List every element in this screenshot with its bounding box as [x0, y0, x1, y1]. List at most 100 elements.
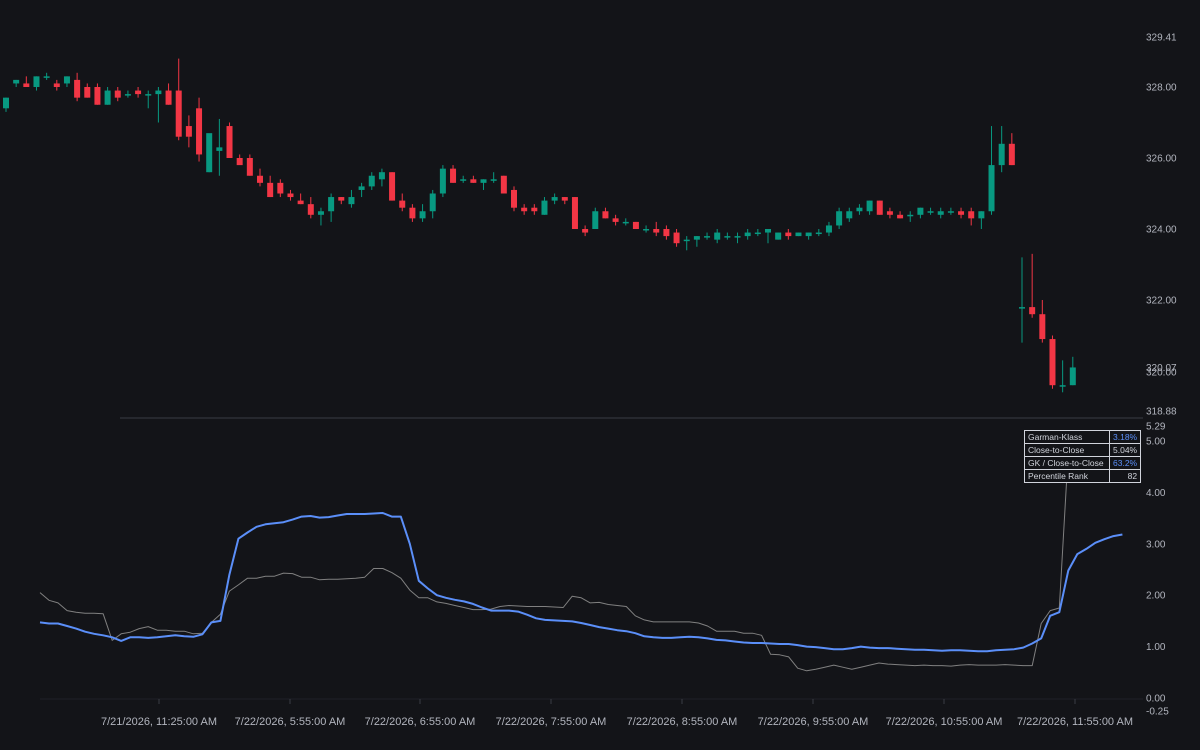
candle[interactable]	[490, 172, 497, 183]
candle[interactable]	[277, 179, 284, 198]
candle[interactable]	[795, 232, 802, 237]
candle[interactable]	[805, 232, 812, 240]
candle[interactable]	[3, 97, 9, 112]
candle[interactable]	[978, 211, 985, 229]
candle[interactable]	[683, 236, 690, 251]
candle[interactable]	[1059, 360, 1066, 393]
candle[interactable]	[866, 200, 873, 215]
candle[interactable]	[937, 207, 944, 219]
candle[interactable]	[155, 87, 162, 123]
candle[interactable]	[439, 165, 446, 198]
candle[interactable]	[124, 90, 131, 98]
candle[interactable]	[886, 207, 893, 219]
candle[interactable]	[815, 229, 822, 237]
candle[interactable]	[592, 207, 599, 229]
candle[interactable]	[714, 229, 721, 244]
candle[interactable]	[775, 232, 782, 240]
volatility-axis[interactable]: 5.29 5.00 4.00 3.00 2.00 1.00 0.00-0.25	[1146, 422, 1169, 718]
candle[interactable]	[1019, 257, 1025, 343]
candle[interactable]	[744, 229, 751, 240]
volatility-pane[interactable]	[39, 448, 1123, 672]
candle[interactable]	[216, 118, 223, 176]
candle[interactable]	[226, 122, 233, 159]
candle[interactable]	[988, 126, 995, 215]
candle[interactable]	[358, 182, 365, 198]
candle[interactable]	[653, 221, 660, 237]
candle[interactable]	[470, 175, 477, 183]
candle[interactable]	[84, 83, 91, 98]
candle[interactable]	[785, 229, 792, 240]
candle[interactable]	[1008, 133, 1015, 166]
candle[interactable]	[114, 87, 121, 102]
candle[interactable]	[561, 197, 568, 205]
candle[interactable]	[246, 154, 253, 176]
candle[interactable]	[1029, 253, 1036, 318]
candle[interactable]	[328, 193, 335, 222]
candle[interactable]	[521, 204, 528, 215]
candle[interactable]	[378, 168, 385, 187]
candle[interactable]	[958, 207, 965, 219]
candle[interactable]	[104, 87, 111, 105]
garman-klass-line[interactable]	[39, 512, 1123, 653]
candle[interactable]	[998, 126, 1005, 173]
candle[interactable]	[53, 79, 60, 91]
close-to-close-line[interactable]	[39, 448, 1078, 672]
candle[interactable]	[632, 221, 639, 229]
candle[interactable]	[825, 221, 832, 237]
candle[interactable]	[765, 229, 771, 244]
candle[interactable]	[927, 207, 934, 215]
candle[interactable]	[531, 204, 538, 215]
candle[interactable]	[602, 207, 609, 219]
candle[interactable]	[612, 214, 619, 226]
candle[interactable]	[297, 193, 304, 205]
candle[interactable]	[43, 72, 50, 80]
candle[interactable]	[643, 225, 650, 233]
candle[interactable]	[947, 207, 954, 215]
candle[interactable]	[63, 76, 70, 87]
candle[interactable]	[897, 211, 904, 219]
time-axis[interactable]: 7/21/2026, 11:25:00 AM 7/22/2026, 5:55:00…	[101, 699, 1133, 728]
candle[interactable]	[1049, 335, 1056, 389]
candle[interactable]	[1039, 300, 1046, 343]
candle[interactable]	[13, 79, 20, 87]
candle[interactable]	[368, 172, 375, 190]
candle[interactable]	[175, 58, 182, 141]
candle[interactable]	[74, 72, 81, 102]
candle[interactable]	[876, 200, 883, 215]
candle[interactable]	[135, 87, 142, 98]
candle[interactable]	[511, 186, 517, 212]
candle[interactable]	[460, 175, 467, 183]
candle[interactable]	[429, 189, 436, 219]
candle[interactable]	[480, 179, 487, 190]
candle[interactable]	[551, 193, 558, 205]
price-pane[interactable]	[3, 58, 1076, 393]
candle[interactable]	[196, 97, 203, 162]
candle[interactable]	[856, 204, 863, 215]
candle[interactable]	[287, 189, 294, 201]
candle[interactable]	[663, 225, 670, 240]
candle[interactable]	[236, 154, 243, 166]
candle[interactable]	[968, 207, 975, 226]
candle[interactable]	[185, 115, 192, 148]
candle[interactable]	[307, 197, 314, 219]
candle[interactable]	[206, 133, 213, 173]
candle[interactable]	[23, 76, 30, 87]
price-axis[interactable]: 329.41 328.00 326.00 324.00 322.00 318.88 320.…	[1146, 32, 1177, 417]
candle[interactable]	[389, 172, 396, 201]
candle[interactable]	[704, 232, 711, 240]
candle[interactable]	[907, 211, 914, 222]
candle[interactable]	[500, 175, 507, 194]
candle[interactable]	[165, 83, 172, 105]
candle[interactable]	[917, 207, 924, 219]
candle[interactable]	[734, 232, 741, 244]
candle[interactable]	[94, 83, 101, 105]
candle[interactable]	[409, 204, 416, 222]
candle[interactable]	[450, 165, 457, 183]
candle[interactable]	[145, 90, 152, 109]
candle[interactable]	[317, 207, 324, 226]
candle[interactable]	[582, 225, 589, 237]
candle[interactable]	[571, 197, 578, 229]
candle[interactable]	[836, 207, 843, 229]
candle[interactable]	[419, 204, 426, 222]
